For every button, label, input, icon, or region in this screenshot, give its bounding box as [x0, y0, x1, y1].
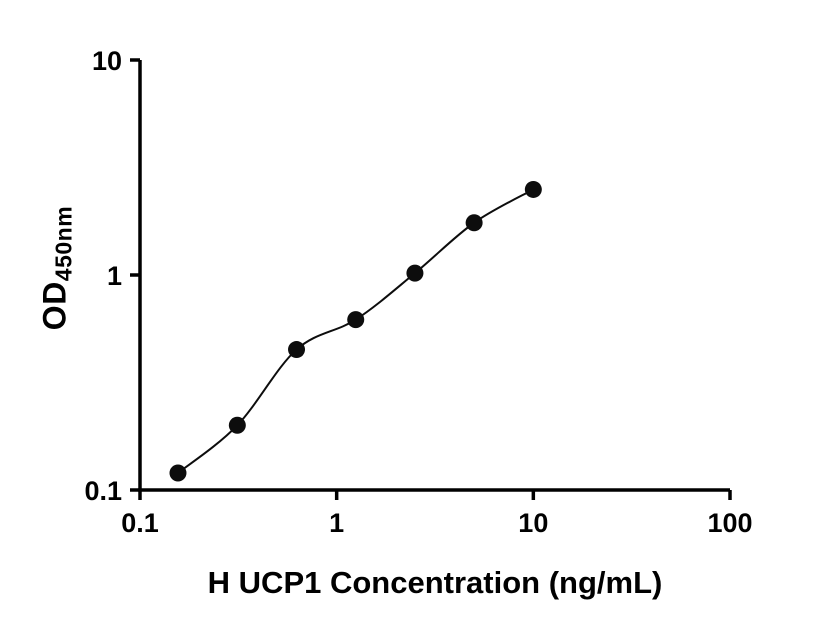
y-axis-title: OD450nm — [37, 206, 78, 330]
x-tick-label: 0.1 — [121, 508, 159, 538]
y-tick-label: 10 — [92, 46, 122, 76]
data-point — [347, 311, 365, 329]
y-axis-title-subscript: 450nm — [50, 205, 77, 282]
y-tick-label: 1 — [107, 261, 122, 291]
x-tick-label: 100 — [707, 508, 752, 538]
x-tick-label: 10 — [518, 508, 548, 538]
data-point — [465, 214, 483, 232]
data-point — [169, 464, 187, 482]
data-point — [288, 341, 306, 359]
y-axis-title-main: OD — [36, 281, 73, 331]
data-point — [406, 264, 424, 282]
data-point — [524, 180, 542, 198]
data-point — [228, 416, 246, 434]
x-axis-title: H UCP1 Concentration (ng/mL) — [207, 565, 663, 600]
x-tick-label: 1 — [329, 508, 344, 538]
y-tick-label: 0.1 — [84, 476, 122, 506]
